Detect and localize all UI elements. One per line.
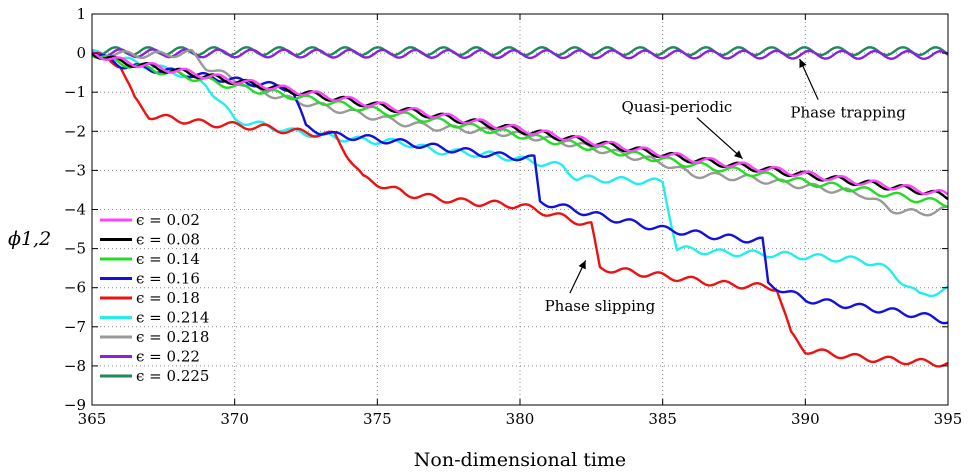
y-tick-label: −8 bbox=[64, 357, 86, 375]
series-line bbox=[91, 54, 949, 208]
annotation-arrowhead bbox=[578, 260, 586, 270]
y-tick-label: −9 bbox=[64, 396, 86, 414]
annotations: Quasi-periodic Phase trapping Phase slippi… bbox=[545, 58, 906, 315]
legend-label: ϵ = 0.218 bbox=[136, 328, 209, 346]
legend-label: ϵ = 0.22 bbox=[136, 348, 200, 366]
legend-label: ϵ = 0.08 bbox=[136, 231, 200, 249]
ticks: 365 370 375 380 385 390 395 1 0 −1 −2 −3 −4 −5 −6 −7 −8 −… bbox=[64, 5, 962, 428]
y-tick-label: −6 bbox=[64, 279, 86, 297]
x-tick-label: 395 bbox=[934, 410, 963, 428]
y-axis-title: ϕ1,2 bbox=[8, 228, 51, 250]
series-line bbox=[91, 48, 949, 60]
series-line bbox=[91, 49, 949, 298]
annotation-label: Phase trapping bbox=[790, 104, 906, 122]
legend: ϵ = 0.02 ϵ = 0.08ϵ = 0.14 ϵ = 0.16ϵ = 0.18… bbox=[100, 211, 209, 385]
series-line bbox=[91, 50, 949, 196]
x-tick-label: 385 bbox=[648, 410, 677, 428]
y-tick-label: −7 bbox=[64, 318, 86, 336]
y-tick-label: −5 bbox=[64, 240, 86, 258]
y-tick-label: −4 bbox=[64, 201, 86, 219]
x-tick-label: 365 bbox=[78, 410, 107, 428]
x-tick-label: 380 bbox=[506, 410, 535, 428]
x-tick-label: 390 bbox=[791, 410, 820, 428]
annotation-label: Phase slipping bbox=[545, 297, 656, 315]
y-tick-label: −1 bbox=[64, 83, 86, 101]
x-tick-label: 370 bbox=[220, 410, 249, 428]
y-tick-label: −2 bbox=[64, 122, 86, 140]
annotation-arrowhead bbox=[733, 150, 743, 159]
y-tick-label: 0 bbox=[76, 44, 86, 62]
legend-label: ϵ = 0.225 bbox=[136, 367, 209, 385]
x-tick-label: 375 bbox=[363, 410, 392, 428]
series-group bbox=[91, 46, 949, 368]
annotation-label: Quasi-periodic bbox=[622, 98, 733, 116]
series-line bbox=[91, 53, 949, 325]
annotation-arrow bbox=[696, 117, 743, 160]
legend-label: ϵ = 0.214 bbox=[136, 309, 209, 327]
x-axis-title: Non-dimensional time bbox=[414, 449, 626, 471]
legend-label: ϵ = 0.02 bbox=[136, 211, 200, 229]
y-tick-label: −3 bbox=[64, 161, 86, 179]
y-tick-label: 1 bbox=[76, 5, 86, 23]
legend-label: ϵ = 0.16 bbox=[136, 270, 200, 288]
legend-label: ϵ = 0.14 bbox=[136, 250, 200, 268]
annotation-arrowhead bbox=[799, 58, 807, 68]
series-line bbox=[91, 51, 949, 368]
legend-label: ϵ = 0.18 bbox=[136, 289, 200, 307]
